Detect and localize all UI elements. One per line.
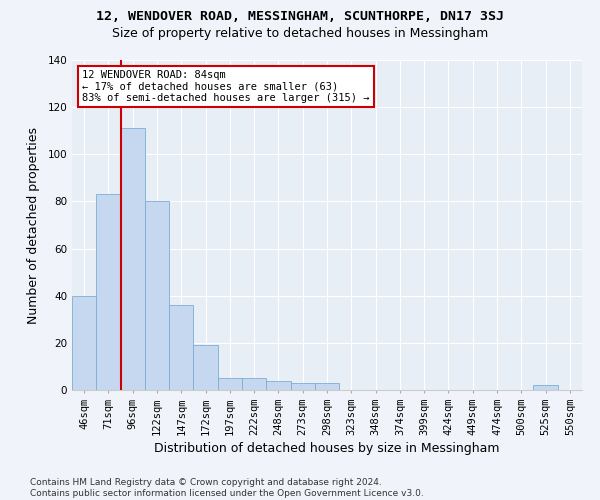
Bar — [218, 378, 242, 390]
Text: Size of property relative to detached houses in Messingham: Size of property relative to detached ho… — [112, 28, 488, 40]
Bar — [533, 386, 558, 390]
Text: 12, WENDOVER ROAD, MESSINGHAM, SCUNTHORPE, DN17 3SJ: 12, WENDOVER ROAD, MESSINGHAM, SCUNTHORP… — [96, 10, 504, 23]
Bar — [266, 380, 290, 390]
Bar — [169, 305, 193, 390]
Y-axis label: Number of detached properties: Number of detached properties — [28, 126, 40, 324]
X-axis label: Distribution of detached houses by size in Messingham: Distribution of detached houses by size … — [154, 442, 500, 455]
Bar — [315, 383, 339, 390]
Bar — [193, 345, 218, 390]
Text: Contains HM Land Registry data © Crown copyright and database right 2024.
Contai: Contains HM Land Registry data © Crown c… — [30, 478, 424, 498]
Bar — [121, 128, 145, 390]
Bar — [96, 194, 121, 390]
Bar — [72, 296, 96, 390]
Bar — [290, 383, 315, 390]
Text: 12 WENDOVER ROAD: 84sqm
← 17% of detached houses are smaller (63)
83% of semi-de: 12 WENDOVER ROAD: 84sqm ← 17% of detache… — [82, 70, 370, 103]
Bar — [145, 202, 169, 390]
Bar — [242, 378, 266, 390]
